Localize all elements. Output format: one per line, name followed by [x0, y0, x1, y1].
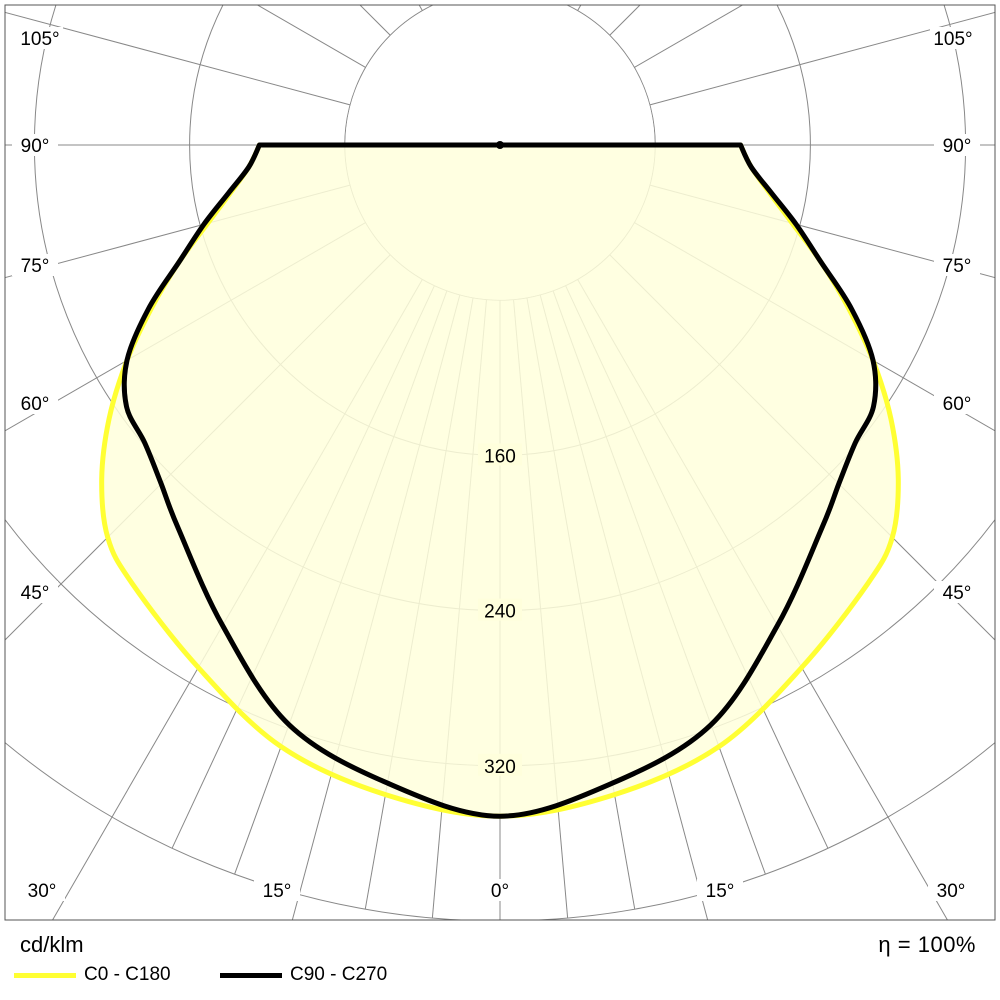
- efficiency-label: η = 100%: [878, 932, 976, 957]
- angle-label-bg-right-0: [930, 27, 976, 49]
- apex-point: [496, 141, 504, 149]
- legend-item-c90-c270: C90 - C270: [220, 962, 387, 988]
- series-line-c90-c270: [121, 142, 879, 819]
- angle-label-right-5: 30°: [937, 881, 966, 902]
- angle-label-right-4: 45°: [943, 583, 972, 604]
- radial-label-240: 240: [484, 602, 516, 623]
- angle-label-bg-left-5: [19, 879, 65, 901]
- distribution-fill: [101, 145, 899, 817]
- angle-label-left-6: 15°: [263, 881, 292, 902]
- angle-label-right-0: 105°: [933, 29, 972, 50]
- angle-label-left-4: 45°: [21, 583, 50, 604]
- angle-label-bg-left-6: [254, 879, 300, 901]
- angle-label-right-1: 90°: [943, 136, 972, 157]
- angle-label-right-6: 15°: [706, 881, 735, 902]
- angle-label-left-2: 75°: [21, 256, 50, 277]
- angle-label-bg-right-2: [934, 254, 980, 276]
- legend-swatch-c90-c270: [220, 972, 282, 978]
- radial-label-160: 160: [484, 446, 516, 467]
- angle-label-left-3: 60°: [21, 394, 50, 415]
- angle-label-bottom: 0°: [491, 881, 509, 902]
- angle-label-bg-left-3: [12, 392, 58, 414]
- angle-label-right-3: 60°: [943, 394, 972, 415]
- angle-label-left-5: 30°: [28, 881, 57, 902]
- radial-label-bg-240: [478, 598, 522, 621]
- legend-swatch-c0-c180: [14, 972, 76, 978]
- grid-ray-105: [649, 11, 995, 106]
- angle-label-bg-left-1: [12, 134, 58, 156]
- angle-label-bg-right-4: [934, 581, 980, 603]
- unit-label: cd/klm: [20, 932, 84, 957]
- angle-label-right-2: 75°: [943, 256, 972, 277]
- angle-label-left-0: 105°: [20, 29, 59, 50]
- legend-item-c0-c180: C0 - C180: [14, 962, 171, 988]
- plot-border: [4, 4, 996, 921]
- angle-label-bg-right-1: [934, 134, 980, 156]
- angle-label-bg-right-3: [934, 392, 980, 414]
- angle-label-bg-bottom: [482, 879, 518, 901]
- legend-label-c90-c270: C90 - C270: [290, 964, 388, 985]
- angle-label-left-1: 90°: [21, 136, 50, 157]
- radial-label-bg-160: [478, 443, 522, 466]
- legend-label-c0-c180: C0 - C180: [84, 964, 171, 985]
- grid-ray--105: [5, 11, 351, 106]
- angle-label-bg-right-5: [928, 879, 974, 901]
- angle-label-bg-left-0: [17, 27, 63, 49]
- angle-label-bg-right-6: [697, 879, 743, 901]
- angle-label-bg-left-4: [12, 581, 58, 603]
- angle-label-bg-left-2: [12, 254, 58, 276]
- radial-label-320: 320: [484, 757, 516, 778]
- radial-label-bg-320: [478, 753, 522, 776]
